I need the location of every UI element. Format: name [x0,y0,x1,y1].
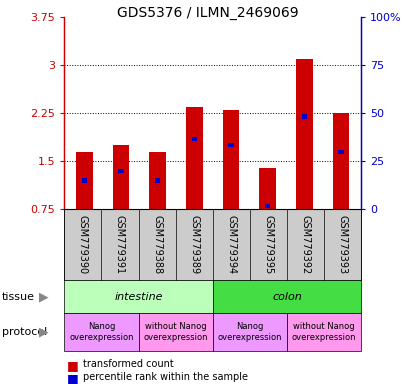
Text: tissue: tissue [2,291,35,302]
Text: without Nanog
overexpression: without Nanog overexpression [143,323,208,342]
Text: GSM779390: GSM779390 [78,215,88,274]
Text: Nanog
overexpression: Nanog overexpression [69,323,134,342]
Bar [113,145,129,209]
Text: without Nanog
overexpression: without Nanog overexpression [292,323,356,342]
Text: transformed count: transformed count [83,359,174,369]
Text: GSM779388: GSM779388 [152,215,162,274]
Text: ▶: ▶ [39,326,49,339]
Bar [76,152,93,209]
Text: GSM779393: GSM779393 [337,215,347,274]
Bar [265,204,271,208]
Text: GSM779389: GSM779389 [189,215,199,274]
Bar [228,143,234,147]
Text: ■: ■ [66,372,78,384]
Bar [296,59,312,209]
Bar [333,113,349,209]
Text: GSM779391: GSM779391 [115,215,125,274]
Bar [259,168,276,209]
Bar [82,179,87,182]
Text: Nanog
overexpression: Nanog overexpression [217,323,282,342]
Text: ▶: ▶ [39,290,49,303]
Bar [302,114,307,119]
Bar [192,137,197,141]
Text: intestine: intestine [114,291,163,302]
Text: GSM779392: GSM779392 [300,215,310,275]
Bar [118,169,124,173]
Bar [149,152,166,209]
Bar [223,110,239,209]
Bar [155,179,161,182]
Text: GSM779395: GSM779395 [264,215,273,275]
Text: protocol: protocol [2,327,47,337]
Text: GSM779394: GSM779394 [226,215,236,274]
Bar [338,150,344,154]
Bar [186,107,203,209]
Text: GDS5376 / ILMN_2469069: GDS5376 / ILMN_2469069 [117,6,298,20]
Text: colon: colon [272,291,302,302]
Text: percentile rank within the sample: percentile rank within the sample [83,372,248,382]
Text: ■: ■ [66,359,78,372]
